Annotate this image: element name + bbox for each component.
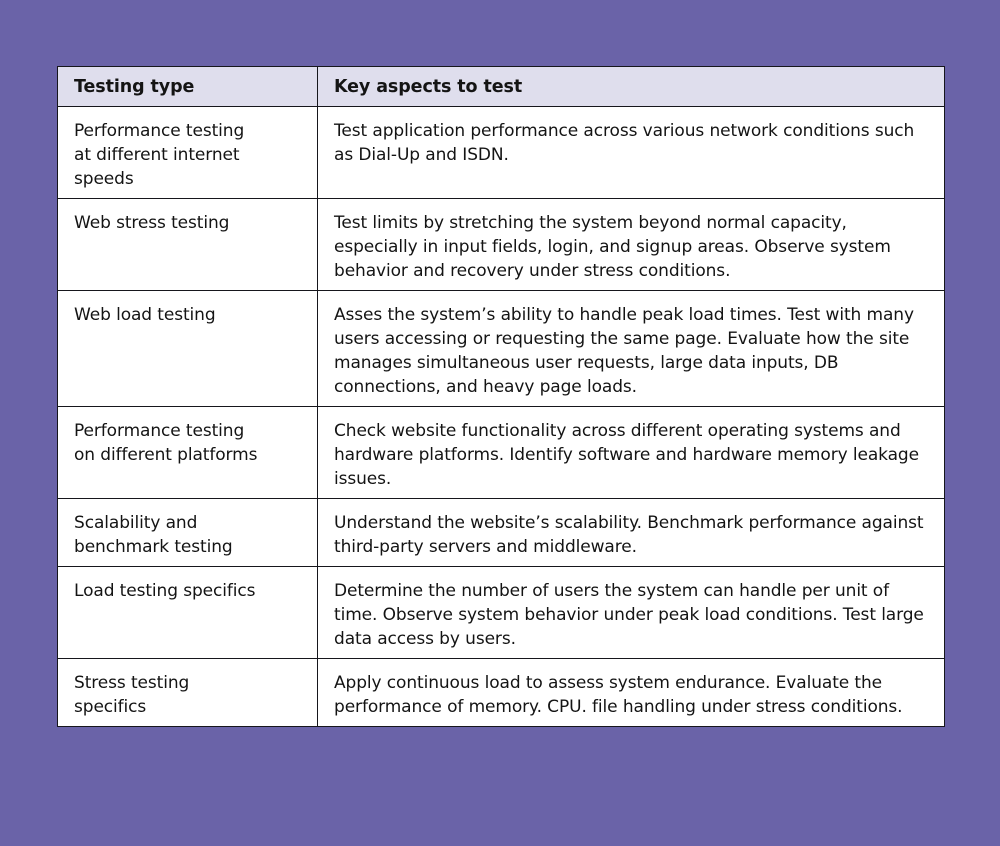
cell-key-aspects: Determine the number of users the system…: [317, 566, 945, 659]
cell-testing-type: Load testing specifics: [57, 566, 318, 659]
cell-testing-type: Stress testing specifics: [57, 658, 318, 727]
cell-key-aspects: Asses the system’s ability to handle pea…: [317, 290, 945, 407]
cell-testing-type: Performance testing on different platfor…: [57, 406, 318, 499]
cell-key-aspects: Apply continuous load to assess system e…: [317, 658, 945, 727]
table-row: Stress testing specifics Apply continuou…: [57, 658, 945, 727]
column-header-testing-type: Testing type: [57, 66, 318, 107]
table-row: Load testing specifics Determine the num…: [57, 566, 945, 659]
cell-key-aspects: Check website functionality across diffe…: [317, 406, 945, 499]
table-row: Performance testing on different platfor…: [57, 406, 945, 499]
table-row: Web stress testing Test limits by stretc…: [57, 198, 945, 291]
table-header: Testing type Key aspects to test: [57, 66, 945, 107]
infographic-canvas: Testing type Key aspects to test Perform…: [57, 66, 945, 727]
table-row: Scalability and benchmark testing Unders…: [57, 498, 945, 567]
table-row: Web load testing Asses the system’s abil…: [57, 290, 945, 407]
cell-testing-type: Web load testing: [57, 290, 318, 407]
testing-types-table: Testing type Key aspects to test Perform…: [57, 66, 945, 727]
table-body: Performance testing at different interne…: [57, 106, 945, 727]
cell-key-aspects: Test limits by stretching the system bey…: [317, 198, 945, 291]
cell-testing-type: Scalability and benchmark testing: [57, 498, 318, 567]
cell-testing-type: Web stress testing: [57, 198, 318, 291]
column-header-key-aspects: Key aspects to test: [317, 66, 945, 107]
table-header-row: Testing type Key aspects to test: [57, 66, 945, 107]
table-row: Performance testing at different interne…: [57, 106, 945, 199]
cell-key-aspects: Understand the website’s scalability. Be…: [317, 498, 945, 567]
cell-testing-type: Performance testing at different interne…: [57, 106, 318, 199]
cell-key-aspects: Test application performance across vari…: [317, 106, 945, 199]
